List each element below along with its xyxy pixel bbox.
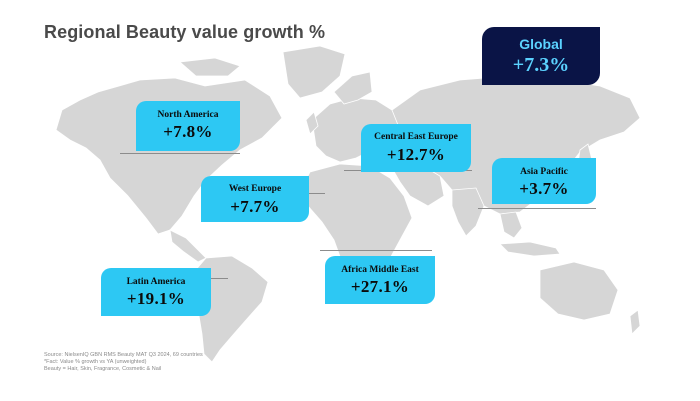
uk-shape: [305, 111, 319, 135]
arctic-islands-shape: [179, 57, 241, 77]
region-label: Asia Pacific: [520, 167, 568, 177]
greenland-shape: [282, 45, 346, 99]
indonesia-shape: [499, 241, 561, 257]
source-note-line: Source: NielsenIQ GBN RMS Beauty MAT Q3 …: [44, 352, 203, 358]
source-note-line: *Fact: Value % growth vs YA (unweighted): [44, 359, 147, 365]
australia-shape: [539, 261, 619, 321]
asia-pacific-leader-line: [478, 208, 596, 209]
latin-america-leader-line: [210, 278, 228, 279]
region-value: +27.1%: [350, 277, 410, 296]
page-title: Regional Beauty value growth %: [44, 22, 326, 42]
region-west-europe: West Europe +7.7%: [201, 176, 309, 222]
region-latin-america: Latin America +19.1%: [101, 268, 211, 316]
region-value: +7.8%: [163, 122, 213, 141]
region-asia-pacific: Asia Pacific +3.7%: [492, 158, 596, 204]
global-growth-box: Global +7.3%: [482, 27, 600, 85]
scandinavia-shape: [333, 71, 373, 105]
region-value: +12.7%: [386, 145, 446, 164]
region-label: Latin America: [126, 277, 186, 287]
southeast-asia-shape: [499, 211, 523, 239]
north-america-leader-line-2: [120, 153, 240, 154]
region-central-east-europe: Central East Europe +12.7%: [361, 124, 471, 172]
region-label: Africa Middle East: [341, 265, 419, 275]
region-value: +7.7%: [230, 197, 280, 216]
region-value: +19.1%: [126, 289, 186, 308]
region-africa-middle-east: Africa Middle East +27.1%: [325, 256, 435, 304]
central-america-shape: [169, 229, 207, 263]
africa-middle-east-leader-line: [320, 250, 432, 251]
global-value: +7.3%: [512, 54, 570, 76]
new-zealand-shape: [629, 309, 641, 335]
region-label: Central East Europe: [374, 132, 458, 142]
region-label: North America: [157, 110, 219, 120]
global-label: Global: [519, 36, 563, 52]
source-notes: Source: NielsenIQ GBN RMS Beauty MAT Q3 …: [44, 352, 203, 373]
india-shape: [451, 187, 485, 237]
source-note-line: Beauty = Hair, Skin, Fragrance, Cosmetic…: [44, 366, 162, 372]
region-north-america: North America +7.8%: [136, 101, 240, 151]
region-value: +3.7%: [519, 179, 569, 198]
region-label: West Europe: [228, 184, 282, 194]
